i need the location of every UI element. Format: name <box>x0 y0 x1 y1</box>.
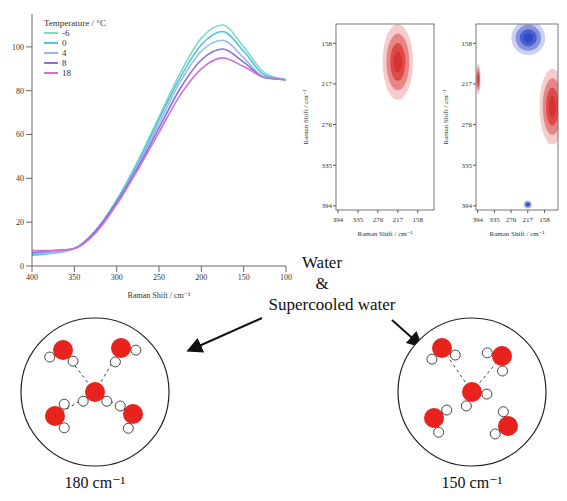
svg-text:276: 276 <box>462 121 473 129</box>
svg-text:394: 394 <box>462 202 473 210</box>
svg-text:100: 100 <box>12 43 24 52</box>
svg-text:394: 394 <box>472 216 483 224</box>
svg-text:60: 60 <box>16 130 24 139</box>
svg-text:100: 100 <box>280 273 292 282</box>
svg-text:Raman Shift / cm⁻¹: Raman Shift / cm⁻¹ <box>490 230 545 238</box>
svg-text:0: 0 <box>20 262 24 271</box>
svg-text:80: 80 <box>16 87 24 96</box>
svg-text:150 cm⁻¹: 150 cm⁻¹ <box>442 474 503 491</box>
svg-text:217: 217 <box>393 216 404 224</box>
svg-text:Water: Water <box>302 253 342 272</box>
svg-text:Raman Shift / cm⁻¹: Raman Shift / cm⁻¹ <box>442 90 450 145</box>
svg-text:335: 335 <box>353 216 364 224</box>
svg-text:394: 394 <box>322 202 333 210</box>
svg-text:217: 217 <box>462 80 473 88</box>
svg-text:Raman Shift / cm⁻¹: Raman Shift / cm⁻¹ <box>128 291 191 300</box>
svg-text:&: & <box>315 274 328 293</box>
svg-text:394: 394 <box>333 216 344 224</box>
svg-text:335: 335 <box>322 162 333 170</box>
svg-text:217: 217 <box>322 80 333 88</box>
html-text:-6: -6 <box>62 28 70 38</box>
svg-text:158: 158 <box>539 216 550 224</box>
svg-text:217: 217 <box>522 216 533 224</box>
html-text:4: 4 <box>62 48 67 58</box>
svg-text:150: 150 <box>238 273 250 282</box>
svg-text:276: 276 <box>322 121 333 129</box>
svg-text:335: 335 <box>462 162 473 170</box>
html-text:Temperature / °C: Temperature / °C <box>44 18 106 28</box>
svg-text:250: 250 <box>153 273 165 282</box>
svg-text:300: 300 <box>111 273 123 282</box>
svg-text:180 cm⁻¹: 180 cm⁻¹ <box>65 474 126 491</box>
svg-text:20: 20 <box>16 218 24 227</box>
svg-text:335: 335 <box>489 216 500 224</box>
svg-text:Raman Shift / cm⁻¹: Raman Shift / cm⁻¹ <box>302 90 310 145</box>
svg-text:200: 200 <box>195 273 207 282</box>
svg-text:350: 350 <box>68 273 80 282</box>
html-text:8: 8 <box>62 58 67 68</box>
svg-text:276: 276 <box>373 216 384 224</box>
svg-text:Raman Shift / cm⁻¹: Raman Shift / cm⁻¹ <box>358 230 413 238</box>
svg-text:158: 158 <box>462 40 473 48</box>
svg-text:158: 158 <box>322 40 333 48</box>
svg-text:158: 158 <box>413 216 424 224</box>
html-text:18: 18 <box>62 68 71 78</box>
svg-text:Supercooled water: Supercooled water <box>269 295 396 314</box>
svg-text:40: 40 <box>16 174 24 183</box>
svg-text:400: 400 <box>26 273 38 282</box>
svg-text:276: 276 <box>506 216 517 224</box>
html-text:0: 0 <box>62 38 67 48</box>
